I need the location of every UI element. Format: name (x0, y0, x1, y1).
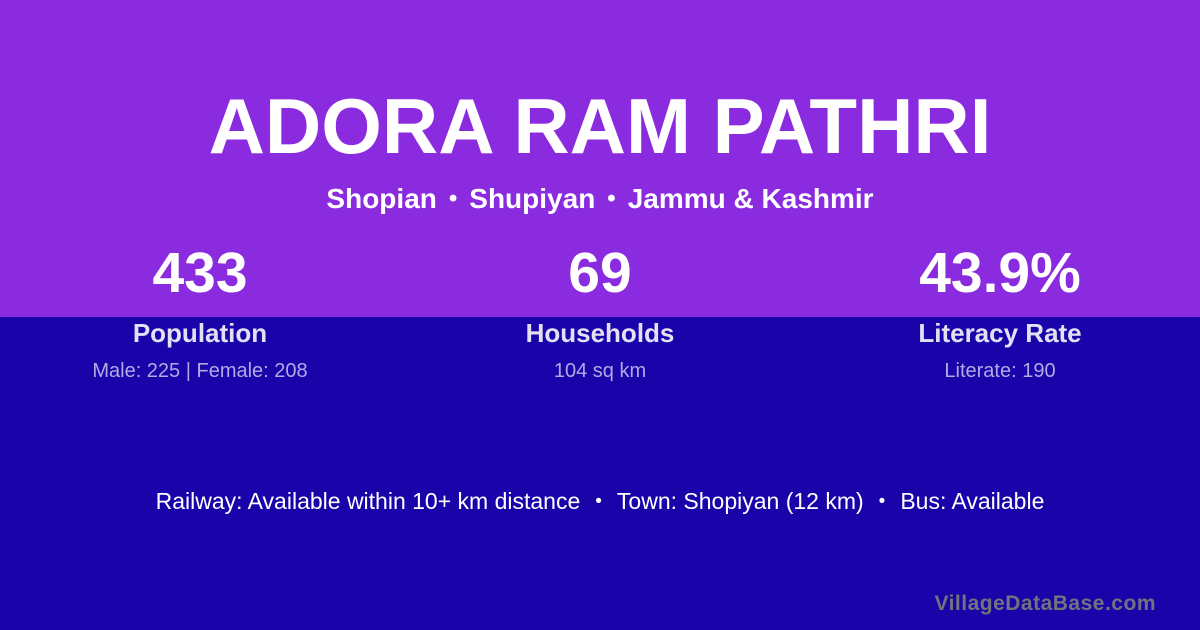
purple-header-band (0, 0, 1200, 317)
stat-population: 433 Population Male: 225 | Female: 208 (0, 245, 400, 383)
bullet-separator: • (595, 491, 602, 512)
location-tehsil: Shupiyan (469, 183, 596, 214)
population-detail: Male: 225 | Female: 208 (92, 360, 308, 382)
households-detail: 104 sq km (553, 360, 647, 382)
bus-info: Bus: Available (900, 488, 1045, 514)
bullet-separator: • (607, 185, 616, 212)
households-value: 69 (568, 241, 632, 305)
stat-literacy: 43.9% Literacy Rate Literate: 190 (800, 245, 1200, 383)
literacy-detail: Literate: 190 (944, 360, 1056, 382)
location-state: Jammu & Kashmir (627, 183, 874, 214)
amenities-line: Railway: Available within 10+ km distanc… (0, 487, 1200, 516)
location-breadcrumb: Shopian • Shupiyan • Jammu & Kashmir (0, 184, 1200, 214)
location-district: Shopian (326, 183, 437, 214)
stats-row: 433 Population Male: 225 | Female: 208 6… (0, 245, 1200, 383)
literacy-label: Literacy Rate (918, 318, 1082, 348)
town-info: Town: Shopiyan (12 km) (616, 488, 864, 514)
population-value: 433 (152, 241, 248, 305)
bullet-separator: • (448, 185, 458, 212)
railway-info: Railway: Available within 10+ km distanc… (155, 488, 581, 514)
site-watermark: VillageDataBase.com (934, 592, 1156, 615)
stat-households: 69 Households 104 sq km (400, 245, 800, 383)
population-label: Population (132, 318, 268, 348)
village-title: ADORA RAM PATHRI (208, 82, 992, 170)
bullet-separator: • (878, 491, 886, 512)
households-label: Households (525, 318, 675, 348)
literacy-value: 43.9% (919, 241, 1081, 305)
